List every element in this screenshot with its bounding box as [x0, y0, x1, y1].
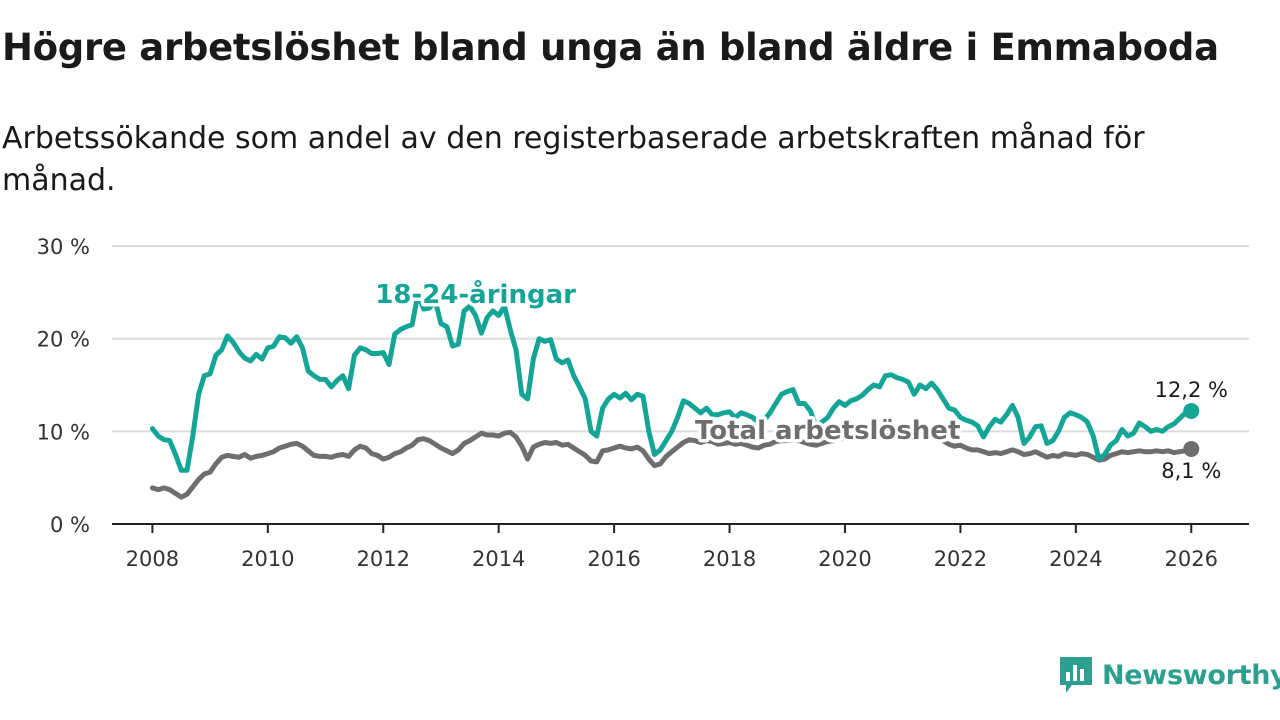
x-tick-label: 2012	[357, 547, 410, 571]
newsworthy-logo-text: Newsworthy	[1102, 659, 1280, 691]
chart-subtitle: Arbetssökande som andel av den registerb…	[2, 121, 1145, 198]
y-tick-label: 10 %	[37, 420, 90, 444]
x-tick-label: 2022	[934, 547, 987, 571]
x-tick-label: 2014	[472, 547, 525, 571]
y-tick-label: 0 %	[50, 513, 90, 537]
end-marker-total	[1183, 440, 1200, 457]
x-tick-label: 2008	[126, 547, 179, 571]
series-line-total	[149, 426, 1194, 500]
chart-title: Högre arbetslöshet bland unga än bland ä…	[2, 26, 1219, 69]
x-tick-label: 2020	[818, 547, 871, 571]
newsworthy-logo-icon	[1060, 657, 1092, 693]
x-tick-label: 2026	[1165, 547, 1218, 571]
y-axis-tick-labels: 0 % 10 % 20 % 30 %	[37, 235, 90, 537]
x-tick-label: 2016	[587, 547, 640, 571]
x-tick-label: 2018	[703, 547, 756, 571]
series-label-total: Total arbetslöshet	[695, 416, 960, 446]
end-marker-youth	[1183, 402, 1200, 419]
end-value-label-youth: 12,2 %	[1155, 378, 1228, 402]
series-label-youth: 18-24-åringar	[375, 278, 576, 310]
series-labels: 18-24-åringar Total arbetslöshet 12,2 % 8,1…	[372, 275, 1228, 483]
y-tick-label: 20 %	[37, 328, 90, 352]
series-line-youth	[149, 291, 1194, 473]
newsworthy-logo[interactable]: Newsworthy	[1058, 653, 1280, 697]
x-tick-label: 2010	[241, 547, 294, 571]
end-value-label-total: 8,1 %	[1161, 459, 1221, 483]
y-tick-label: 30 %	[37, 235, 90, 259]
x-tick-label: 2024	[1049, 547, 1102, 571]
x-axis-ticks: 2008 2010 2012 2014 2016 2018 2020 2022 2024 2026	[126, 524, 1218, 571]
series-lines	[149, 291, 1200, 500]
